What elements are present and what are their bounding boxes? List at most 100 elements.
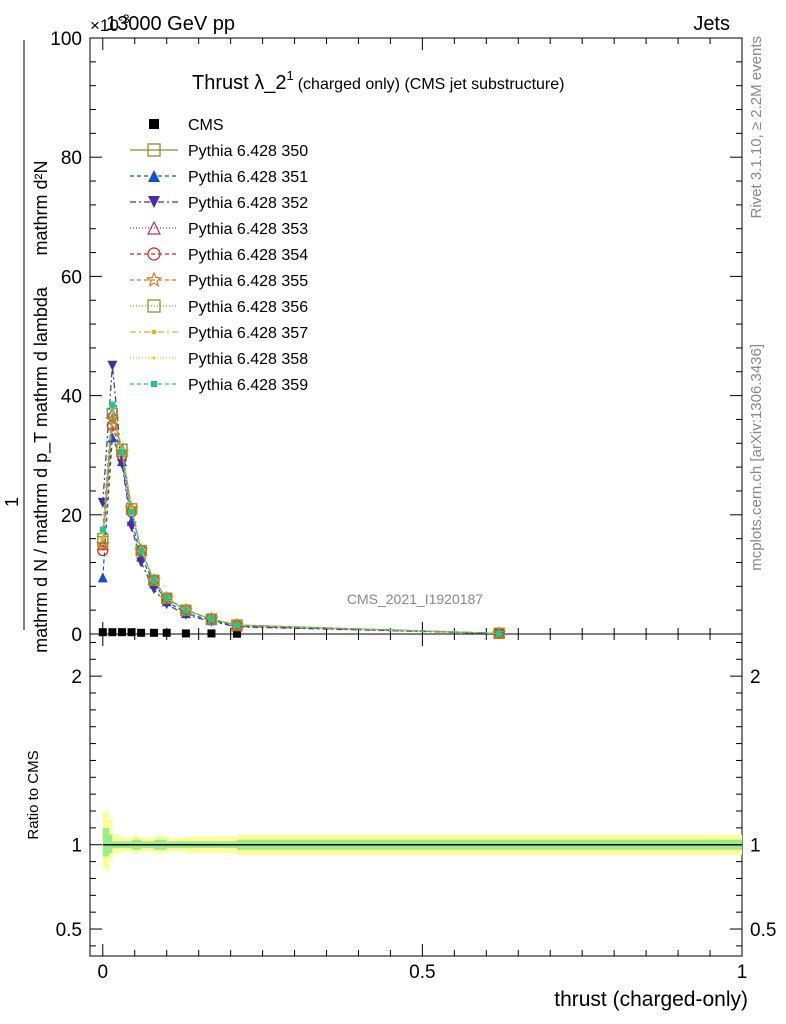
legend: CMS Pythia 6.428 350 Pythia 6.428 351 Pythi… bbox=[130, 117, 308, 394]
data-point bbox=[108, 628, 117, 637]
data-point bbox=[105, 411, 120, 426]
series-line bbox=[102, 404, 500, 635]
legend-label: Pythia 6.428 352 bbox=[188, 195, 308, 212]
data-point bbox=[107, 360, 118, 371]
main-y-tick-label: 40 bbox=[61, 387, 82, 408]
data-point bbox=[161, 592, 173, 604]
data-point bbox=[147, 247, 161, 261]
data-point bbox=[180, 604, 192, 616]
main-series bbox=[95, 360, 507, 640]
data-point bbox=[208, 616, 215, 623]
x-tick-label: 1 bbox=[737, 962, 748, 983]
legend-entry-0: CMS bbox=[149, 117, 224, 134]
main-y-axis-label: mathrm d²N 1 mathrm d N / mathrm d p_T m… bbox=[2, 40, 52, 653]
data-point bbox=[234, 622, 241, 629]
ratio-y-tick-label: 0.5 bbox=[56, 920, 82, 941]
series-0 bbox=[98, 628, 504, 638]
y-label-top: mathrm d²N bbox=[31, 160, 51, 255]
legend-label: Pythia 6.428 353 bbox=[188, 221, 308, 238]
data-point bbox=[98, 628, 107, 637]
main-y-tick-label: 100 bbox=[50, 29, 82, 50]
legend-label: Pythia 6.428 355 bbox=[188, 273, 308, 290]
ratio-y-tick-label-right: 1 bbox=[750, 836, 761, 857]
ratio-y-tick-label-right: 2 bbox=[750, 667, 761, 688]
legend-entry-4: Pythia 6.428 353 bbox=[130, 220, 308, 238]
data-point bbox=[151, 329, 157, 335]
data-point bbox=[148, 574, 160, 587]
ratio-y-tick-label: 1 bbox=[71, 836, 82, 857]
rivet-version-label: Rivet 3.1.10, ≥ 2.2M events bbox=[748, 36, 765, 219]
data-point bbox=[182, 607, 189, 614]
ratio-band-green bbox=[102, 827, 743, 857]
main-y-tick-label: 80 bbox=[61, 148, 82, 169]
data-point bbox=[135, 544, 147, 557]
legend-entry-6: Pythia 6.428 355 bbox=[130, 271, 308, 290]
data-point bbox=[137, 628, 146, 637]
data-point bbox=[147, 143, 161, 157]
legend-label: Pythia 6.428 354 bbox=[188, 247, 308, 264]
data-point bbox=[99, 526, 106, 533]
data-point bbox=[150, 577, 157, 584]
series-10 bbox=[99, 401, 503, 637]
ratio-y-tick-label: 2 bbox=[71, 667, 82, 688]
legend-label: Pythia 6.428 357 bbox=[188, 325, 308, 342]
y-label-numerator: 1 bbox=[2, 497, 22, 507]
legend-label: Pythia 6.428 356 bbox=[188, 299, 308, 316]
data-point bbox=[149, 119, 159, 129]
data-point bbox=[136, 557, 147, 568]
data-point bbox=[162, 628, 171, 637]
ratio-bands bbox=[102, 811, 743, 871]
legend-entry-3: Pythia 6.428 352 bbox=[130, 195, 308, 212]
data-point bbox=[161, 599, 172, 610]
data-point bbox=[107, 432, 118, 443]
legend-label: Pythia 6.428 351 bbox=[188, 169, 308, 186]
data-point bbox=[138, 547, 145, 554]
header-jets-label: Jets bbox=[693, 13, 730, 35]
data-point bbox=[152, 356, 156, 360]
legend-label: CMS bbox=[188, 117, 224, 134]
data-point bbox=[128, 508, 135, 515]
data-point bbox=[117, 628, 126, 637]
legend-label: Pythia 6.428 350 bbox=[188, 143, 308, 160]
data-point bbox=[145, 271, 163, 287]
data-point bbox=[100, 536, 106, 542]
data-point bbox=[205, 613, 218, 625]
x-axis-label: thrust (charged-only) bbox=[554, 988, 748, 1011]
ratio-panel-frame bbox=[89, 633, 743, 957]
data-point bbox=[148, 196, 160, 208]
x-tick-label: 0.5 bbox=[409, 962, 435, 983]
ratio-axes: 0.5 0.51 12 20 0.5 1 bbox=[56, 634, 776, 983]
data-point bbox=[95, 537, 110, 551]
data-point bbox=[147, 220, 161, 235]
data-point bbox=[207, 629, 216, 638]
mcplots-label: mcplots.cern.ch [arXiv:1306.3436] bbox=[748, 344, 765, 571]
plot-title: Thrust λ_21(charged only) (CMS jet subst… bbox=[192, 68, 564, 94]
data-point bbox=[149, 628, 158, 637]
data-point bbox=[151, 381, 157, 387]
main-axes: 0 20 40 60 80 100 bbox=[50, 29, 743, 646]
data-point bbox=[148, 170, 160, 182]
data-point bbox=[97, 572, 108, 583]
y-label-denominator: mathrm d N / mathrm d p_T mathrm d lambd… bbox=[31, 286, 52, 653]
legend-entry-8: Pythia 6.428 357 bbox=[130, 325, 308, 342]
analysis-watermark: CMS_2021_I1920187 bbox=[347, 591, 483, 607]
data-point bbox=[118, 449, 125, 456]
legend-entry-1: Pythia 6.428 350 bbox=[130, 143, 308, 160]
data-point bbox=[109, 401, 116, 408]
data-point bbox=[147, 299, 161, 313]
main-y-tick-label: 20 bbox=[61, 506, 82, 527]
legend-label: Pythia 6.428 358 bbox=[188, 351, 308, 368]
data-point bbox=[97, 544, 109, 557]
legend-entry-5: Pythia 6.428 354 bbox=[130, 247, 308, 264]
legend-entry-2: Pythia 6.428 351 bbox=[130, 169, 308, 186]
series-2 bbox=[97, 432, 505, 639]
data-point bbox=[127, 628, 136, 637]
main-y-tick-label: 0 bbox=[71, 625, 82, 646]
ratio-y-axis-label: Ratio to CMS bbox=[25, 750, 42, 839]
data-point bbox=[233, 629, 242, 638]
legend-entry-9: Pythia 6.428 358 bbox=[130, 351, 308, 368]
data-point bbox=[496, 630, 503, 637]
x-tick-label: 0 bbox=[97, 962, 108, 983]
legend-label: Pythia 6.428 359 bbox=[188, 377, 308, 394]
